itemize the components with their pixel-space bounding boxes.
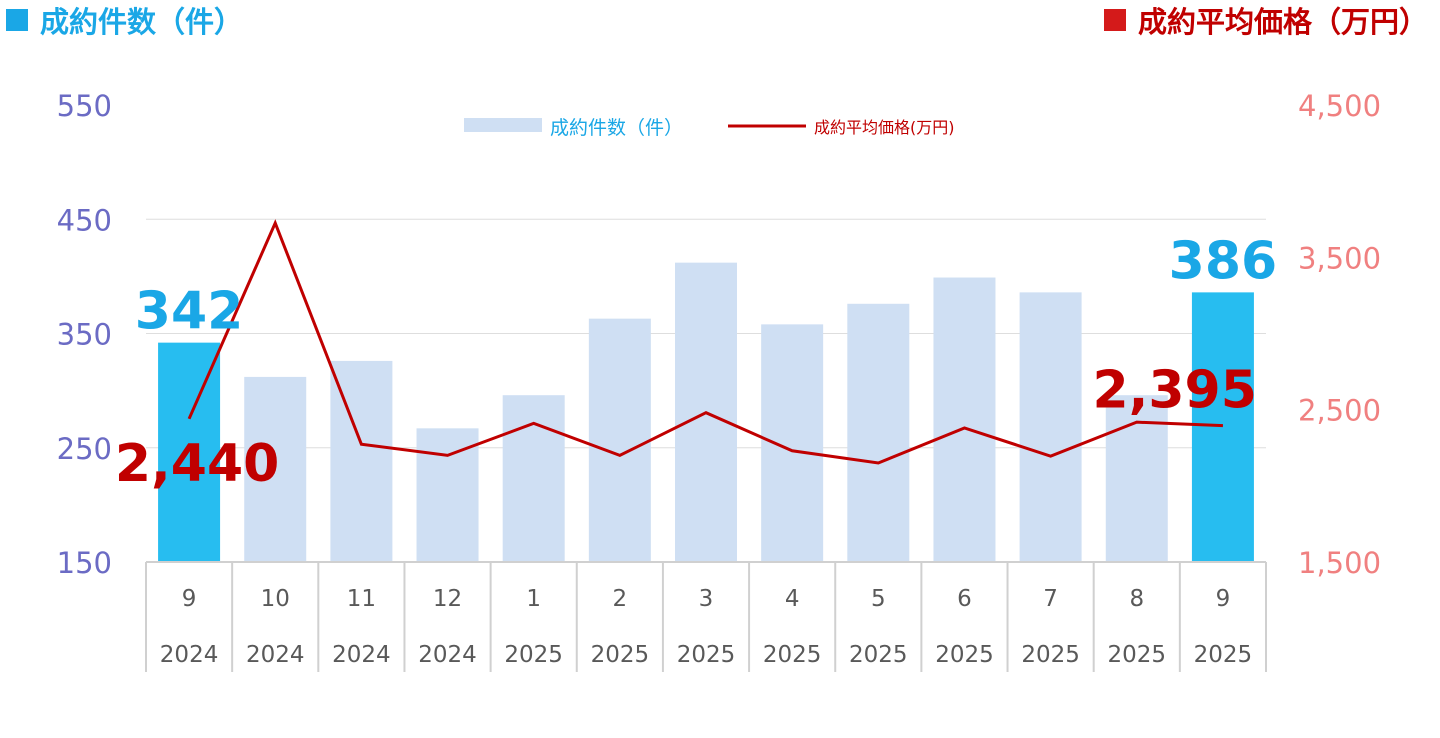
left-axis-tick-label: 350 [57, 318, 112, 352]
bar [761, 324, 824, 562]
data-label: 2,440 [115, 434, 279, 494]
x-tick-year: 2025 [591, 642, 650, 668]
bar [933, 277, 996, 562]
x-tick-month: 9 [1216, 586, 1231, 612]
x-tick-year: 2024 [418, 642, 477, 668]
x-tick-year: 2024 [160, 642, 219, 668]
right-axis-title-text: 成約平均価格（万円） [1137, 5, 1428, 39]
bar [416, 428, 479, 562]
x-tick-year: 2025 [1107, 642, 1166, 668]
bar [847, 303, 910, 562]
x-tick-month: 12 [433, 586, 462, 612]
x-tick-year: 2025 [935, 642, 994, 668]
x-tick-year: 2025 [677, 642, 736, 668]
left-legend-square-icon [6, 9, 28, 31]
bar [1019, 292, 1082, 562]
x-tick-year: 2025 [1194, 642, 1253, 668]
bar [502, 395, 565, 562]
x-tick-month: 1 [526, 586, 541, 612]
left-axis-title: 成約件数（件） [6, 0, 243, 40]
x-tick-year: 2025 [763, 642, 822, 668]
x-tick-month: 5 [871, 586, 886, 612]
left-axis-tick-label: 450 [57, 203, 112, 237]
x-tick-month: 3 [699, 586, 714, 612]
right-axis-tick-label: 3,500 [1298, 241, 1381, 275]
left-axis-tick-label: 550 [57, 89, 112, 123]
data-label: 2,395 [1092, 361, 1256, 421]
right-axis-tick-label: 4,500 [1298, 89, 1381, 123]
right-axis-title: 成約平均価格（万円） [1103, 0, 1428, 40]
x-tick-year: 2024 [332, 642, 391, 668]
bar [588, 318, 651, 562]
right-axis-tick-label: 2,500 [1298, 394, 1381, 428]
x-tick-month: 11 [347, 586, 376, 612]
x-tick-year: 2025 [504, 642, 563, 668]
left-axis-tick-label: 150 [57, 546, 112, 580]
x-tick-month: 7 [1043, 586, 1058, 612]
x-tick-month: 8 [1129, 586, 1144, 612]
legend-bar-label: 成約件数（件） [550, 117, 683, 139]
data-label: 386 [1169, 231, 1278, 291]
x-tick-month: 9 [182, 586, 197, 612]
x-tick-year: 2025 [849, 642, 908, 668]
bar [158, 342, 221, 562]
x-tick-year: 2025 [1021, 642, 1080, 668]
bar [1191, 292, 1254, 562]
data-label: 342 [135, 282, 244, 342]
right-axis-tick-label: 1,500 [1298, 546, 1381, 580]
left-axis-title-text: 成約件数（件） [40, 5, 244, 39]
x-tick-month: 4 [785, 586, 800, 612]
x-tick-month: 6 [957, 586, 972, 612]
legend-line-label: 成約平均価格(万円) [814, 118, 955, 137]
x-tick-year: 2024 [246, 642, 305, 668]
bar [244, 376, 307, 562]
legend-bar-swatch [464, 118, 542, 132]
x-tick-month: 2 [613, 586, 628, 612]
x-tick-month: 10 [261, 586, 290, 612]
left-axis-tick-label: 250 [57, 432, 112, 466]
right-legend-square-icon [1103, 9, 1126, 31]
